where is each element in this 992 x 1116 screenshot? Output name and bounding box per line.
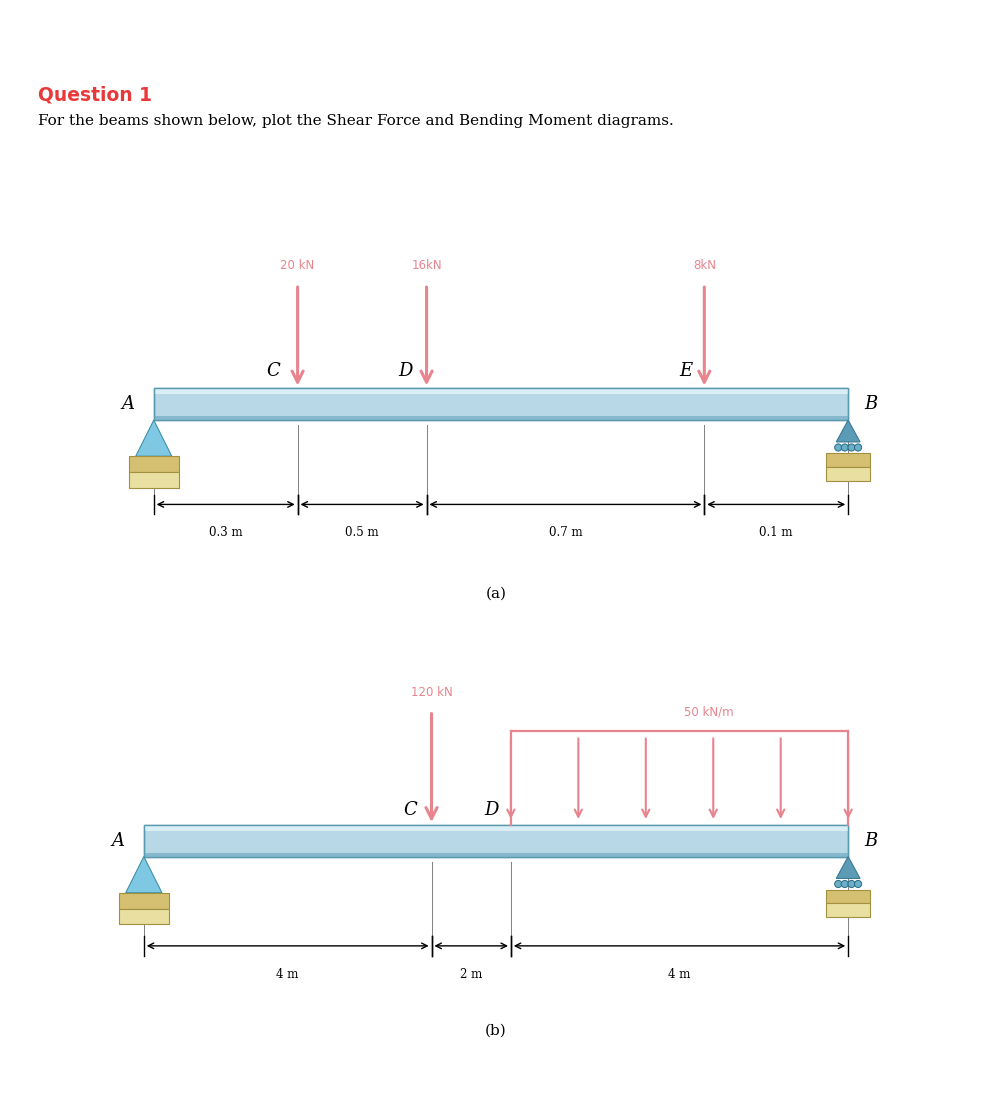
Circle shape [834,881,842,887]
Bar [144,825,848,857]
Text: 4 m: 4 m [277,968,299,981]
Bar [129,472,179,488]
Polygon shape [136,420,172,456]
Text: 50 kN/m: 50 kN/m [684,705,734,719]
Polygon shape [836,420,860,442]
Text: 2 m: 2 m [460,968,482,981]
Bar [826,904,870,917]
Text: D: D [485,801,499,819]
Text: 20 kN: 20 kN [281,259,314,272]
Bar [129,456,179,472]
Circle shape [848,444,855,451]
Text: A: A [111,831,124,849]
Circle shape [854,444,862,451]
Polygon shape [126,857,162,893]
Text: 4 m: 4 m [669,968,690,981]
Text: 8kN: 8kN [692,259,716,272]
Text: (b): (b) [485,1023,507,1037]
Circle shape [854,881,862,887]
Bar [154,416,848,420]
Text: 120 kN: 120 kN [411,686,452,699]
Text: A: A [121,395,134,413]
Circle shape [841,444,848,451]
Text: 0.7 m: 0.7 m [549,527,582,539]
Circle shape [834,444,842,451]
Circle shape [841,881,848,887]
Text: 0.5 m: 0.5 m [345,527,379,539]
Text: Question 1: Question 1 [38,86,152,105]
Text: C: C [266,363,280,381]
Circle shape [848,881,855,887]
Bar [144,825,848,857]
Text: 0.1 m: 0.1 m [760,527,793,539]
Text: B: B [864,395,877,413]
Text: D: D [399,363,413,381]
Bar [154,388,848,420]
Text: 0.3 m: 0.3 m [209,527,242,539]
Bar [154,388,848,394]
Text: (a): (a) [485,587,507,600]
Bar [826,889,870,904]
Bar [826,453,870,466]
Text: C: C [403,801,417,819]
Bar [119,908,169,924]
Text: For the beams shown below, plot the Shear Force and Bending Moment diagrams.: For the beams shown below, plot the Shea… [38,114,674,127]
Bar [144,825,848,830]
Bar [119,893,169,908]
Bar [826,466,870,481]
Bar [144,853,848,857]
Polygon shape [836,857,860,878]
Text: E: E [680,363,692,381]
Text: B: B [864,831,877,849]
Text: 16kN: 16kN [412,259,441,272]
Bar [154,388,848,420]
